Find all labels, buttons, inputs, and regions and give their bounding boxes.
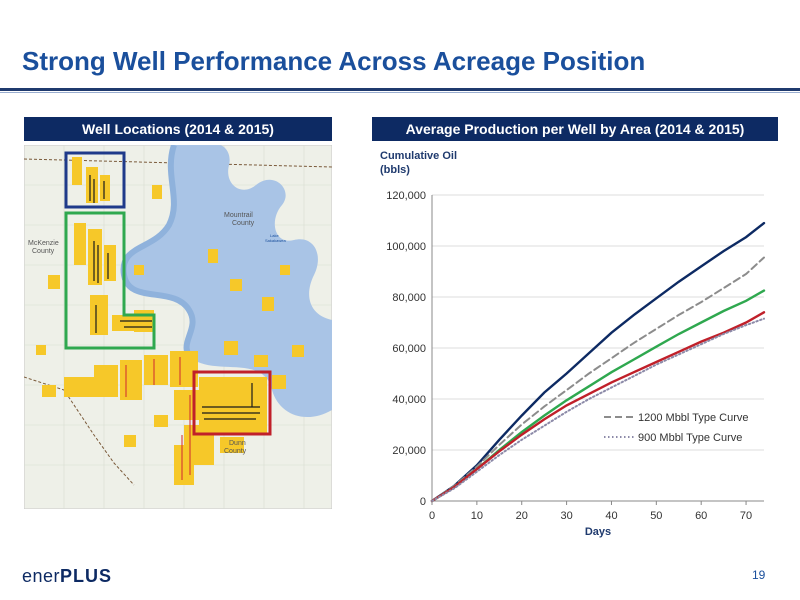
x-tick-labels: 0 10 20 30 40 50 60 70 <box>429 501 752 522</box>
x-tick-label: 60 <box>695 510 707 522</box>
x-tick-label: 50 <box>650 510 662 522</box>
logo-suffix: PLUS <box>60 566 113 586</box>
legend-label: 900 Mbbl Type Curve <box>638 432 742 444</box>
series-line-4 <box>430 311 766 503</box>
map-panel-header: Well Locations (2014 & 2015) <box>24 117 332 141</box>
series-line-3 <box>430 289 766 503</box>
x-tick-label: 0 <box>429 510 435 522</box>
county-label-dunn-2: County <box>224 448 247 455</box>
x-axis-label: Days <box>585 526 611 538</box>
south-area-outline <box>192 370 272 436</box>
y-tick-label: 60,000 <box>392 343 426 355</box>
logo-prefix: ener <box>22 566 61 586</box>
y-tick-label: 0 <box>420 496 426 508</box>
west-area-outline <box>64 211 156 350</box>
y-tick-label: 20,000 <box>392 445 426 457</box>
series-line-1 <box>430 221 766 503</box>
x-tick-label: 20 <box>516 510 528 522</box>
well-laterals <box>89 175 260 420</box>
county-label-mountrail-2: County <box>232 220 255 227</box>
lake-label: Lake <box>270 233 279 238</box>
y-tick-label: 100,000 <box>386 241 426 253</box>
x-tick-label: 10 <box>471 510 483 522</box>
legend-label: 1200 Mbbl Type Curve <box>638 412 748 424</box>
map-svg: McKenzie County Mountrail County Dunn Co… <box>23 144 333 510</box>
y-tick-label: 120,000 <box>386 190 426 202</box>
lake-label-2: Sakakawea <box>265 238 286 243</box>
y-tick-label: 80,000 <box>392 292 426 304</box>
y-tick-labels: 0 20,000 40,000 60,000 80,000 100,000 120,000 <box>386 190 426 508</box>
chart-panel-header: Average Production per Well by Area (201… <box>372 117 778 141</box>
y-axis-label: Cumulative Oil <box>380 150 457 162</box>
chart-gridlines <box>431 194 764 502</box>
well-locations-map: McKenzie County Mountrail County Dunn Co… <box>23 144 333 510</box>
x-tick-label: 70 <box>740 510 752 522</box>
title-divider <box>0 88 800 91</box>
title-divider-thin <box>0 92 800 93</box>
series-line-5 <box>431 317 765 502</box>
county-boundary-south <box>23 376 135 486</box>
x-tick-label: 40 <box>605 510 617 522</box>
well-laterals-new <box>125 357 191 480</box>
production-chart: Cumulative Oil (bbls) 0 20,000 40,000 60,00… <box>372 145 778 545</box>
enerplus-logo: enerPLUS <box>22 566 112 587</box>
chart-series <box>430 221 766 503</box>
county-label-mckenzie-2: County <box>32 248 55 255</box>
y-tick-label: 40,000 <box>392 394 426 406</box>
chart-legend: 1200 Mbbl Type Curve 900 Mbbl Type Curve <box>604 412 748 444</box>
chart-svg: Cumulative Oil (bbls) 0 20,000 40,000 60,00… <box>380 150 766 538</box>
slide-title: Strong Well Performance Across Acreage P… <box>22 46 646 76</box>
north-area-outline <box>64 151 126 209</box>
x-tick-label: 30 <box>560 510 572 522</box>
county-label-mckenzie: McKenzie <box>28 240 59 247</box>
county-label-mountrail: Mountrail <box>224 212 253 219</box>
page-number: 19 <box>752 568 766 582</box>
series-line-2 <box>431 256 765 502</box>
county-label-dunn: Dunn <box>229 440 246 447</box>
y-axis-label-unit: (bbls) <box>380 164 410 176</box>
